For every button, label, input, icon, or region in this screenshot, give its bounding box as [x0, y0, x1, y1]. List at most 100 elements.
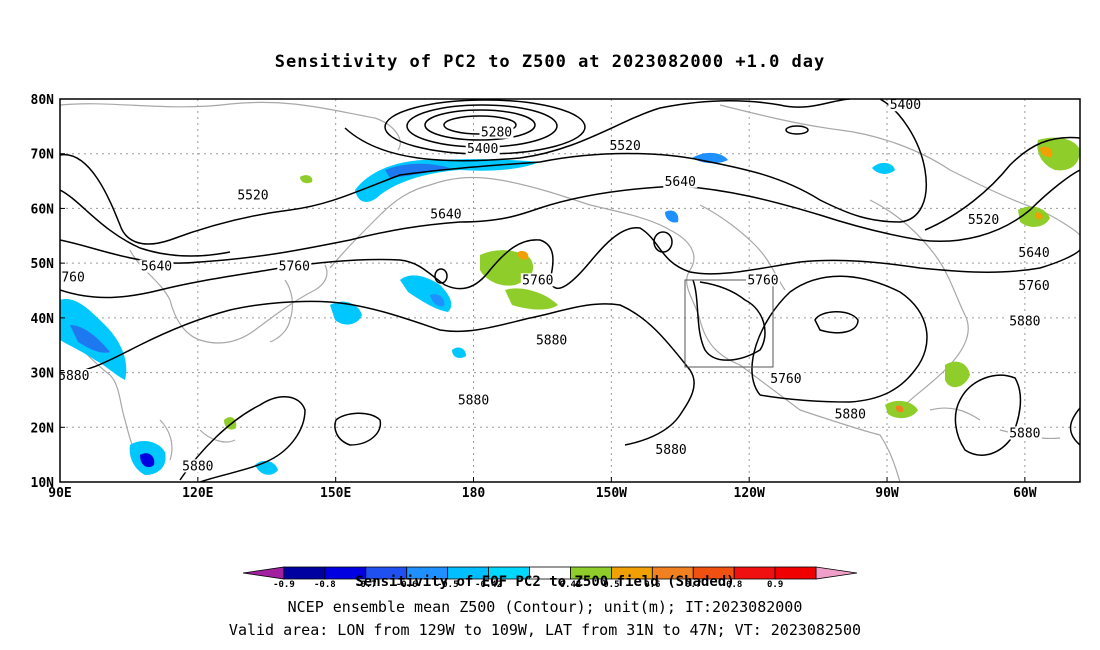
shaded-patch-caribbean-core: [895, 405, 904, 413]
colorbar-tick-label: -0.42: [475, 580, 502, 590]
chart-title: Sensitivity of PC2 to Z500 at 2023082000…: [275, 52, 826, 72]
y-tick-label: 80N: [31, 93, 55, 108]
contour-label: 5640: [430, 208, 461, 223]
contour-5400: [344, 99, 851, 162]
coastline-north-america-east: [869, 199, 969, 406]
shaded-patch-alaska-south: [665, 210, 679, 223]
y-tick-label: 30N: [31, 367, 55, 382]
colorbar-tick-label: -0.8: [314, 580, 336, 590]
contour-label: 5880: [536, 333, 567, 348]
shaded-patch-kuril: [430, 294, 445, 307]
contour-label-bg: [465, 141, 500, 155]
shaded-patch-north-pacific-positive: [505, 288, 558, 310]
y-tick-label: 20N: [31, 421, 55, 436]
contour-label-bg: [235, 188, 270, 202]
contour-label-bg: [428, 207, 463, 221]
contour-label: 5400: [467, 142, 498, 157]
map-border: [59, 98, 1081, 483]
colorbar-tick-label: -0.7: [355, 580, 377, 590]
contour-label-bg: [520, 273, 555, 287]
contour-label: 5760: [54, 271, 85, 286]
colorbar-swatch: [774, 566, 817, 580]
shaded-patch-hudson: [872, 162, 895, 174]
contour-label-bg: [1007, 314, 1042, 328]
coastline-japan: [269, 279, 294, 343]
contour-label-bg: [745, 273, 780, 287]
contour-label-bg: [663, 174, 698, 188]
colorbar-tick-label: 0.6: [644, 580, 660, 590]
shaded-patch-west-atlantic: [945, 361, 970, 388]
colorbar-tick-label: -0.5: [437, 580, 459, 590]
contour-label: 5640: [665, 175, 696, 190]
contour-label-bg: [654, 442, 689, 456]
contour-5880-east-inner: [814, 311, 859, 334]
map-area: 5280540054005520552055205640564056405640…: [31, 93, 1081, 501]
y-tick-label: 10N: [31, 476, 55, 491]
contour-label: 5880: [58, 369, 89, 384]
contour-label: 5880: [655, 443, 686, 458]
contour-label-bg: [534, 333, 569, 347]
x-tick-label: 90E: [48, 486, 71, 501]
contour-label: 5880: [1009, 426, 1040, 441]
contour-polar-low-2: [424, 109, 536, 141]
footer-line-contour: NCEP ensemble mean Z500 (Contour); unit(…: [288, 598, 803, 616]
colorbar-tick-label: 0.8: [726, 580, 742, 590]
contour-5760-small-circle-2: [653, 231, 673, 253]
contour-label: 5640: [141, 260, 172, 275]
contour-label: 5520: [237, 188, 268, 203]
y-tick-label: 70N: [31, 148, 55, 163]
contour-label-bg: [180, 459, 215, 473]
contour-label-bg: [608, 139, 643, 153]
contour-5640-inner: [60, 189, 231, 257]
colorbar-tick-label: 0.7: [685, 580, 701, 590]
footer-line-valid-area: Valid area: LON from 129W to 109W, LAT f…: [229, 621, 861, 639]
contour-5880-east: [751, 275, 928, 403]
contour-5760-small-circle: [434, 268, 448, 284]
contour-5520-west: [60, 99, 927, 245]
coastline-east-asia: [129, 249, 328, 344]
shaded-patch-aleutian-positive: [480, 250, 534, 286]
axis-ticks: 90E 120E 150E 180 150W 120W 90W 60W 80N 70N 60N 50N…: [31, 93, 1037, 501]
contour-label: 5880: [182, 459, 213, 474]
x-tick-label: 60W: [1013, 486, 1037, 501]
contour-label-bg: [833, 407, 868, 421]
coastline-kamchatka: [329, 176, 501, 269]
colorbar-swatch: [283, 566, 326, 580]
contour-5880-small-loop: [334, 412, 382, 446]
contour-5640: [60, 169, 1080, 264]
x-tick-label: 180: [462, 486, 486, 501]
y-tick-label: 40N: [31, 312, 55, 327]
colorbar-tick-label: -0.6: [396, 580, 418, 590]
shaded-patch-labrador: [1037, 137, 1080, 171]
shaded-patch-newfoundland: [1018, 206, 1050, 227]
colorbar-tick-label: 0.5: [603, 580, 619, 590]
contour-label-bg: [1017, 245, 1052, 259]
colorbar-title: Sensitivity of EOF PC2 to Z500 field (Sh…: [355, 574, 734, 590]
contour-5880-atlantic: [954, 374, 1022, 456]
colorbar-swatch: [242, 566, 285, 580]
contour-label: 5760: [770, 372, 801, 387]
contour-label-bg: [277, 259, 312, 273]
contour-label: 5880: [1009, 314, 1040, 329]
shaded-patch-arctic-positive: [300, 175, 313, 184]
contour-label: 5640: [1018, 246, 1049, 261]
contour-label-bg: [60, 369, 91, 383]
contour-labels: 5280540054005520552055205640564056405640…: [54, 99, 1052, 474]
contour-label: 5760: [1018, 279, 1049, 294]
contour-5400-small-low: [785, 125, 809, 135]
contour-label-bg: [60, 270, 87, 284]
colorbar-tick-label: -0.9: [273, 580, 295, 590]
contour-5880-west: [60, 300, 695, 446]
contour-label: 5520: [968, 213, 999, 228]
contour-5760-loop: [692, 279, 766, 361]
x-tick-label: 150E: [320, 486, 351, 501]
colorbar-tick-label: 0.42: [560, 580, 582, 590]
y-tick-label: 60N: [31, 202, 55, 217]
shaded-patch-central-pacific: [452, 347, 466, 358]
contour-label: 5760: [279, 260, 310, 275]
colorbar: -0.9 -0.8 -0.7 -0.6 -0.5 -0.42 0.42 0.5 0.6 0.7 0.…: [242, 566, 858, 590]
colorbar-swatch: [815, 566, 858, 580]
contour-label: 5520: [609, 139, 640, 154]
shaded-patch-south-china-sea-core: [140, 453, 155, 468]
